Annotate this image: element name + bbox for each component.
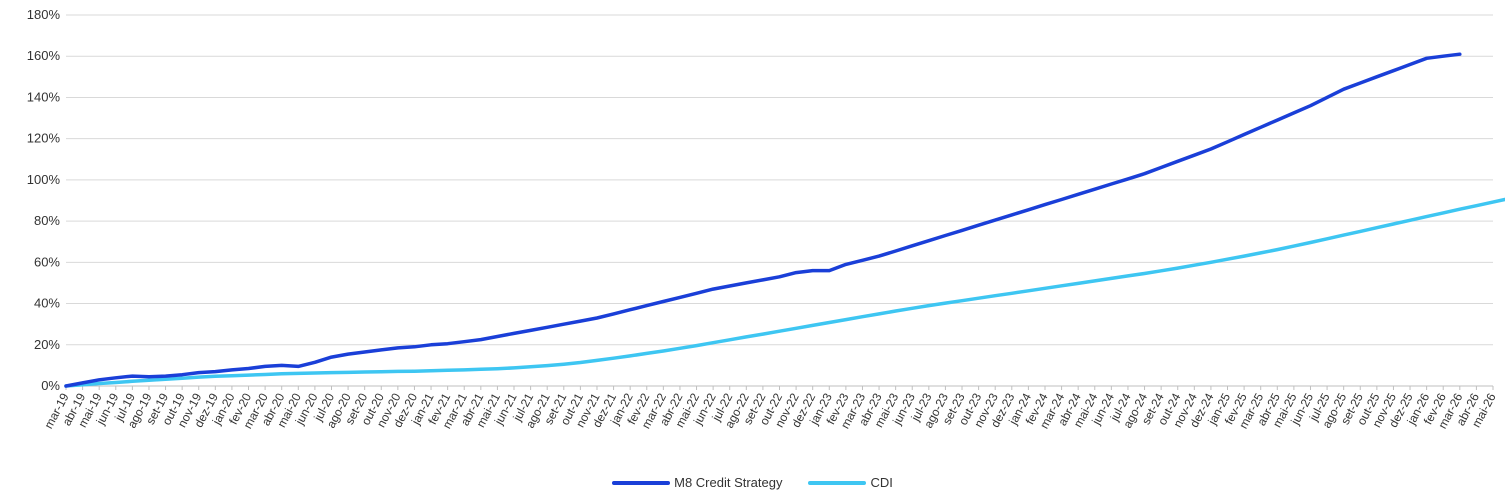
y-tick-label: 20% bbox=[34, 337, 60, 352]
y-tick-label: 180% bbox=[27, 7, 61, 22]
line-chart: 0% 20% 40% 60% 80% 100% 120% 140% 160% 180% mar-1… bbox=[27, 7, 1505, 431]
grid-lines bbox=[66, 14, 1493, 387]
y-tick-label: 120% bbox=[27, 131, 61, 146]
legend-label-cdi: CDI bbox=[870, 475, 893, 490]
y-tick-label: 100% bbox=[27, 172, 61, 187]
y-tick-label: 40% bbox=[34, 296, 60, 311]
series-line-cdi bbox=[64, 197, 1505, 388]
legend: M8 Credit Strategy CDI bbox=[0, 475, 1505, 490]
legend-swatch-m8 bbox=[612, 480, 671, 485]
legend-swatch-cdi bbox=[808, 480, 867, 485]
y-tick-label: 0% bbox=[41, 378, 60, 393]
y-tick-label: 80% bbox=[34, 213, 60, 228]
series-lines bbox=[64, 52, 1505, 388]
y-tick-label: 140% bbox=[27, 89, 61, 104]
y-axis: 0% 20% 40% 60% 80% 100% 120% 140% 160% 180% bbox=[27, 7, 61, 393]
x-axis: mar-19abr-19mai-19jun-19jul-19ago-19set-… bbox=[41, 386, 1499, 431]
legend-item-cdi: CDI bbox=[808, 475, 893, 490]
legend-item-m8-credit-strategy: M8 Credit Strategy bbox=[612, 475, 782, 490]
legend-label-m8: M8 Credit Strategy bbox=[674, 475, 783, 490]
y-tick-label: 60% bbox=[34, 254, 60, 269]
y-tick-label: 160% bbox=[27, 48, 61, 63]
series-line-m8-credit-strategy bbox=[64, 52, 1462, 388]
